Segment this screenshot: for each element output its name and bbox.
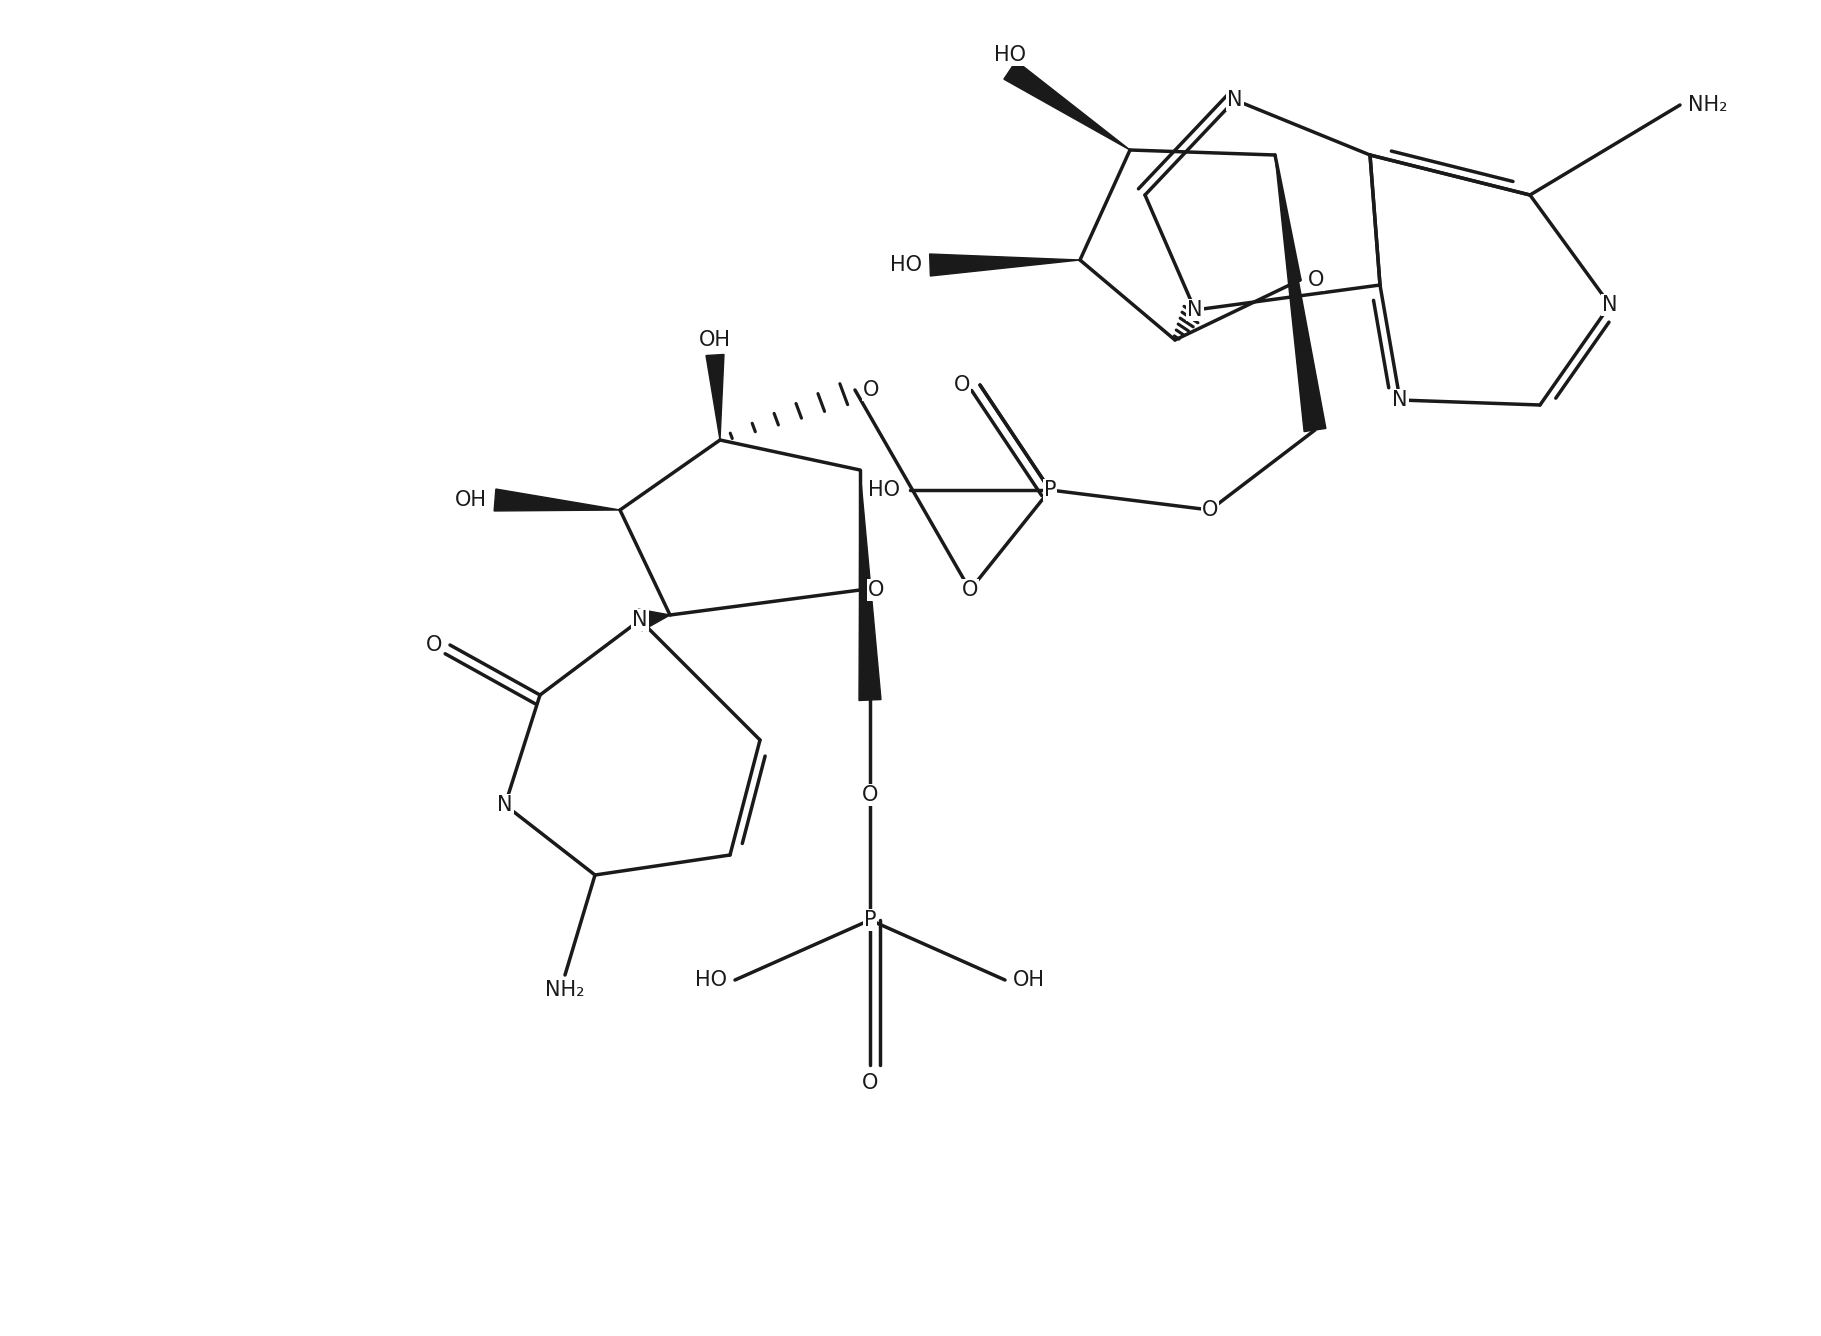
Polygon shape [493, 489, 619, 510]
Text: O: O [869, 580, 885, 600]
Polygon shape [1003, 61, 1131, 150]
Text: O: O [863, 379, 880, 399]
Text: HO: HO [869, 480, 900, 500]
Text: O: O [1202, 500, 1218, 520]
Text: O: O [1307, 270, 1324, 290]
Text: P: P [1043, 480, 1056, 500]
Text: O: O [954, 375, 971, 395]
Polygon shape [860, 470, 881, 700]
Text: N: N [1602, 295, 1617, 315]
Polygon shape [931, 254, 1080, 277]
Text: NH₂: NH₂ [544, 981, 585, 1001]
Text: N: N [1187, 301, 1202, 321]
Text: N: N [632, 611, 648, 631]
Text: HO: HO [890, 255, 921, 275]
Polygon shape [637, 609, 670, 631]
Text: OH: OH [455, 490, 486, 510]
Text: HO: HO [994, 45, 1025, 65]
Text: OH: OH [1012, 970, 1045, 990]
Text: N: N [497, 795, 514, 815]
Text: HO: HO [696, 970, 727, 990]
Text: N: N [1227, 90, 1242, 110]
Polygon shape [1275, 155, 1326, 432]
Text: N: N [1393, 390, 1408, 410]
Text: O: O [961, 580, 978, 600]
Text: O: O [861, 1073, 878, 1093]
Text: O: O [861, 786, 878, 806]
Text: P: P [863, 910, 876, 930]
Text: OH: OH [699, 330, 730, 350]
Text: O: O [426, 635, 443, 655]
Polygon shape [707, 354, 725, 440]
Text: NH₂: NH₂ [1688, 95, 1728, 115]
